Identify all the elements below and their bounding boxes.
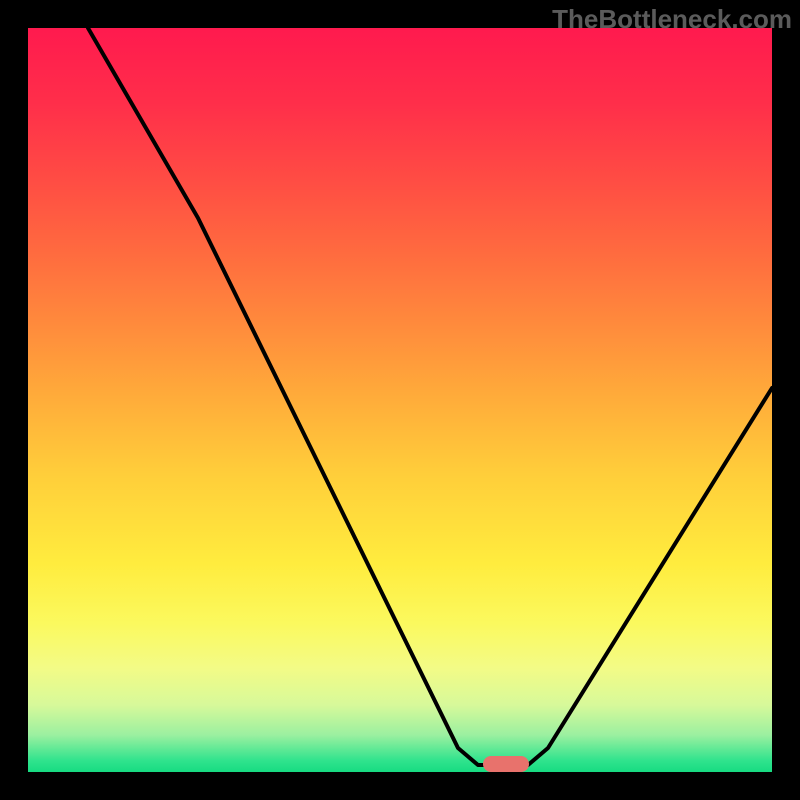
plot-area: [28, 28, 772, 772]
optimum-marker: [483, 756, 529, 772]
watermark-text: TheBottleneck.com: [552, 4, 792, 35]
chart-frame: TheBottleneck.com: [0, 0, 800, 800]
bottleneck-curve: [28, 28, 772, 772]
gradient-background: [28, 28, 772, 772]
